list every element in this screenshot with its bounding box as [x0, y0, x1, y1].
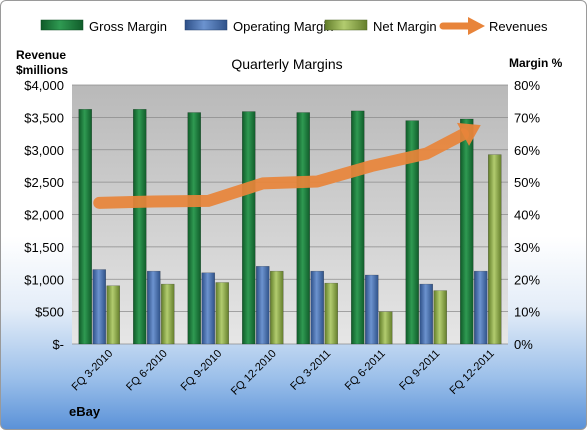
bar-net-margin-fq-6-2010[interactable]: [161, 283, 175, 345]
bar-gross-margin-fq-6-2011[interactable]: [351, 110, 365, 345]
y-right-tick-label: 30%: [514, 240, 540, 255]
legend-label-operating-margin: Operating Margin: [233, 19, 333, 34]
legend-item-revenues[interactable]: Revenues: [439, 17, 548, 35]
bar-operating-margin-fq-3-2011[interactable]: [310, 270, 324, 345]
x-tick-label: FQ 6-2011: [343, 348, 388, 393]
x-tick-label: FQ 12-2011: [447, 348, 496, 397]
bar-operating-margin-fq-9-2010[interactable]: [201, 272, 215, 345]
y-right-tick-label: 40%: [514, 208, 540, 223]
y-right-tick-label: 80%: [514, 78, 540, 93]
bar-operating-margin-fq-6-2010[interactable]: [147, 270, 161, 345]
y-left-tick-label: $1,000: [24, 272, 64, 287]
bar-gross-margin-fq-3-2011[interactable]: [296, 112, 310, 345]
x-tick-label: FQ 6-2010: [124, 348, 170, 394]
x-tick-label: FQ 3-2011: [288, 348, 333, 393]
bar-net-margin-fq-9-2010[interactable]: [215, 282, 229, 345]
legend-label-net-margin: Net Margin: [373, 19, 437, 34]
legend-swatch-net-margin: [324, 19, 368, 31]
bar-gross-margin-fq-3-2010[interactable]: [78, 109, 92, 345]
bars: [78, 109, 502, 345]
y-left-tick-label: $1,500: [24, 240, 64, 255]
legend-item-net-margin[interactable]: Net Margin: [324, 19, 437, 34]
bar-net-margin-fq-3-2010[interactable]: [106, 285, 120, 345]
x-tick-label: FQ 9-2011: [397, 348, 442, 393]
bar-net-margin-fq-12-2010[interactable]: [270, 270, 284, 345]
bar-gross-margin-fq-6-2010[interactable]: [133, 109, 147, 345]
y-right-tick-label: 10%: [514, 305, 540, 320]
y-left-tick-label: $500: [35, 305, 64, 320]
y-left-tick-label: $2,500: [24, 175, 64, 190]
y-left-tick-label: $2,000: [24, 208, 64, 223]
y-left-tick-label: $3,000: [24, 143, 64, 158]
bar-net-margin-fq-3-2011[interactable]: [324, 282, 338, 345]
legend-label-revenues: Revenues: [489, 19, 548, 34]
x-tick-label: FQ 12-2010: [229, 348, 279, 398]
bar-operating-margin-fq-12-2010[interactable]: [256, 266, 270, 345]
bar-net-margin-fq-6-2011[interactable]: [379, 311, 393, 345]
bar-net-margin-fq-12-2011[interactable]: [488, 154, 502, 345]
y-right-tick-labels: 0% 10% 20% 30% 40% 50% 60% 70% 80%: [514, 78, 540, 352]
bar-operating-margin-fq-3-2010[interactable]: [92, 269, 106, 345]
revenues-arrowhead: [457, 122, 481, 146]
y-left-axis-title-line2: $millions: [16, 63, 68, 77]
revenue-series: [93, 122, 481, 209]
revenues-line[interactable]: [93, 128, 470, 209]
bar-gross-margin-fq-9-2010[interactable]: [187, 112, 201, 345]
bar-gross-margin-fq-12-2010[interactable]: [242, 111, 256, 345]
bar-operating-margin-fq-9-2011[interactable]: [419, 283, 433, 345]
y-left-tick-label: $-: [52, 337, 64, 352]
bar-net-margin-fq-9-2011[interactable]: [433, 290, 447, 345]
y-left-tick-labels: $- $500 $1,000 $1,500 $2,000 $2,500 $3,000 $3,5…: [24, 78, 64, 352]
bar-gross-margin-fq-12-2011[interactable]: [460, 118, 474, 345]
x-tick-label: FQ 3-2010: [70, 348, 116, 394]
legend-swatch-operating-margin: [184, 19, 228, 31]
y-left-tick-label: $3,500: [24, 110, 64, 125]
legend-item-gross-margin[interactable]: Gross Margin: [40, 19, 167, 34]
chart-title: Quarterly Margins: [231, 56, 342, 72]
legend-swatch-revenues: [439, 17, 485, 35]
x-tick-labels: FQ 3-2010 FQ 6-2010 FQ 9-2010 FQ 12-2010 FQ …: [70, 348, 497, 398]
y-left-axis-title-line1: Revenue: [16, 48, 66, 62]
bar-gross-margin-fq-9-2011[interactable]: [405, 120, 419, 345]
legend-swatch-gross-margin: [40, 19, 84, 31]
legend-label-gross-margin: Gross Margin: [89, 19, 167, 34]
y-right-tick-label: 70%: [514, 110, 540, 125]
y-right-tick-label: 20%: [514, 272, 540, 287]
footer-label: eBay: [69, 404, 101, 419]
y-right-tick-label: 50%: [514, 175, 540, 190]
y-right-tick-label: 60%: [514, 143, 540, 158]
y-right-axis-title: Margin %: [509, 56, 563, 70]
bar-operating-margin-fq-12-2011[interactable]: [474, 270, 488, 345]
y-right-tick-label: 0%: [514, 337, 533, 352]
y-left-tick-label: $4,000: [24, 78, 64, 93]
x-tick-label: FQ 9-2010: [179, 348, 225, 394]
bar-operating-margin-fq-6-2011[interactable]: [365, 274, 379, 345]
legend-item-operating-margin[interactable]: Operating Margin: [184, 19, 333, 34]
legend: Gross Margin Operating Margin Net Margin…: [40, 17, 548, 35]
